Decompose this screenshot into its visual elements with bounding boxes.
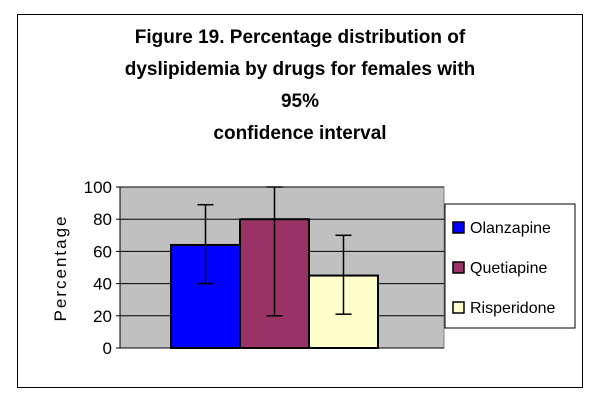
chart-title-line-2: dyslipidemia by drugs for females with 9… — [124, 59, 476, 112]
chart-title: Figure 19. Percentage distribution of dy… — [110, 22, 490, 150]
error-bars — [197, 186, 352, 317]
chart-title-line-3: confidence interval — [213, 123, 387, 144]
y-tick-label-60: 60 — [93, 242, 112, 261]
y-tick-label-100: 100 — [84, 178, 112, 197]
y-tick-label-40: 40 — [93, 275, 112, 294]
legend: Olanzapine Quetiapine Risperidone — [452, 220, 555, 317]
legend-swatch-risperidone — [452, 301, 465, 314]
y-tick-label-20: 20 — [93, 307, 112, 326]
legend-swatch-quetiapine — [452, 261, 465, 274]
y-tick-labels: 0 20 40 60 80 100 — [84, 178, 120, 358]
y-tick-label-0: 0 — [103, 339, 112, 358]
y-axis-label: Percentage — [51, 215, 70, 322]
legend-box — [444, 203, 576, 329]
y-tick-label-80: 80 — [93, 210, 112, 229]
chart-title-line-1: Figure 19. Percentage distribution of — [134, 27, 466, 48]
legend-label-risperidone: Risperidone — [470, 300, 555, 317]
legend-label-quetiapine: Quetiapine — [470, 260, 547, 277]
legend-swatch-olanzapine — [452, 221, 465, 234]
legend-label-olanzapine: Olanzapine — [470, 220, 551, 237]
